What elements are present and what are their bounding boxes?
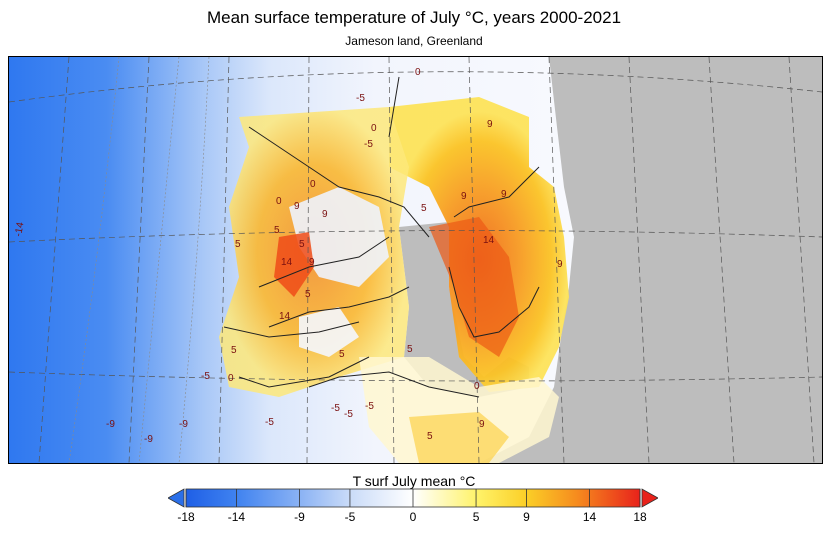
contour-label: 5 bbox=[427, 431, 433, 442]
hot-spot-east bbox=[429, 217, 519, 357]
contour-label: 0 bbox=[228, 373, 234, 384]
contour-label: 5 bbox=[339, 349, 345, 360]
contour-label: 14 bbox=[281, 257, 293, 268]
colorbar-tick-label: 18 bbox=[633, 510, 647, 524]
zero-contours bbox=[223, 76, 540, 398]
colorbar-low-arrow bbox=[168, 488, 185, 508]
contour-label: -9 bbox=[106, 419, 115, 430]
contour-label: -5 bbox=[356, 93, 365, 104]
contour-label: 5 bbox=[235, 239, 241, 250]
contour-label: 5 bbox=[421, 203, 427, 214]
colorbar bbox=[168, 488, 658, 508]
no-data-fjord bbox=[399, 222, 529, 397]
colorbar-tick-label: -9 bbox=[294, 510, 305, 524]
map-svg: -14 0 -5 0 9 9 5 9 0 5 14 9 5 5 14 9 9 5… bbox=[9, 57, 822, 463]
contour-label: 0 bbox=[474, 381, 480, 392]
colorbar-high-arrow bbox=[641, 488, 658, 508]
contour-label: 5 bbox=[231, 345, 237, 356]
contour-label: 5 bbox=[299, 239, 305, 250]
contour-label: 9 bbox=[479, 419, 485, 430]
cold-patch-center bbox=[289, 187, 389, 287]
contour-label: -14 bbox=[13, 221, 26, 238]
contour-label: 5 bbox=[274, 225, 280, 236]
contour-label: 9 bbox=[557, 259, 563, 270]
contour-label: -5 bbox=[201, 371, 210, 382]
colorbar-title: T surf July mean °C bbox=[352, 473, 476, 489]
contour-label: 5 bbox=[407, 344, 413, 355]
warm-coast-south bbox=[409, 412, 509, 463]
colorbar-tick-label: 14 bbox=[582, 510, 597, 524]
contour-label-layer: -14 0 -5 0 9 9 5 9 0 5 14 9 5 5 14 9 9 5… bbox=[13, 67, 563, 445]
graticule bbox=[9, 57, 822, 463]
contour-label: -5 bbox=[364, 139, 373, 150]
colorbar-tick-label: -5 bbox=[344, 510, 356, 524]
chart-subtitle: Jameson land, Greenland bbox=[345, 34, 483, 48]
warm-land-southeast bbox=[359, 357, 559, 463]
contour-label: 9 bbox=[309, 257, 315, 268]
colorbar-tick-label: -18 bbox=[177, 510, 195, 524]
secondary-contours bbox=[68, 57, 210, 463]
hot-spot-west bbox=[274, 232, 314, 297]
contour-label: -5 bbox=[265, 417, 274, 428]
no-data-ocean bbox=[479, 57, 822, 463]
contour-label: 9 bbox=[487, 119, 493, 130]
chart-title: Mean surface temperature of July °C, yea… bbox=[206, 8, 622, 27]
contour-label: 0 bbox=[276, 196, 282, 207]
contour-label: 14 bbox=[483, 235, 495, 246]
contour-label: -5 bbox=[331, 403, 340, 414]
colorbar-tick-label: -14 bbox=[227, 510, 246, 524]
contour-label: -5 bbox=[344, 409, 353, 420]
contour-label: 9 bbox=[294, 201, 300, 212]
temperature-map: -14 0 -5 0 9 9 5 9 0 5 14 9 5 5 14 9 9 5… bbox=[8, 56, 823, 464]
contour-label: 9 bbox=[461, 191, 467, 202]
contour-label: 9 bbox=[501, 189, 507, 200]
colorbar-tick-label: 9 bbox=[523, 510, 530, 524]
contour-label: 9 bbox=[322, 209, 328, 220]
contour-label: -5 bbox=[365, 401, 374, 412]
colorbar-tick-label: 0 bbox=[409, 510, 417, 524]
contour-label: -9 bbox=[144, 434, 153, 445]
contour-label: -9 bbox=[179, 419, 188, 430]
contour-label: 0 bbox=[310, 179, 316, 190]
contour-label: 5 bbox=[305, 289, 311, 300]
colorbar-ticks bbox=[185, 489, 641, 507]
contour-label: 14 bbox=[279, 311, 291, 322]
colorbar-tick-label: 5 bbox=[472, 510, 480, 524]
contour-label: 0 bbox=[415, 67, 421, 78]
cold-patch-south bbox=[299, 307, 359, 357]
contour-label: 0 bbox=[371, 123, 377, 134]
